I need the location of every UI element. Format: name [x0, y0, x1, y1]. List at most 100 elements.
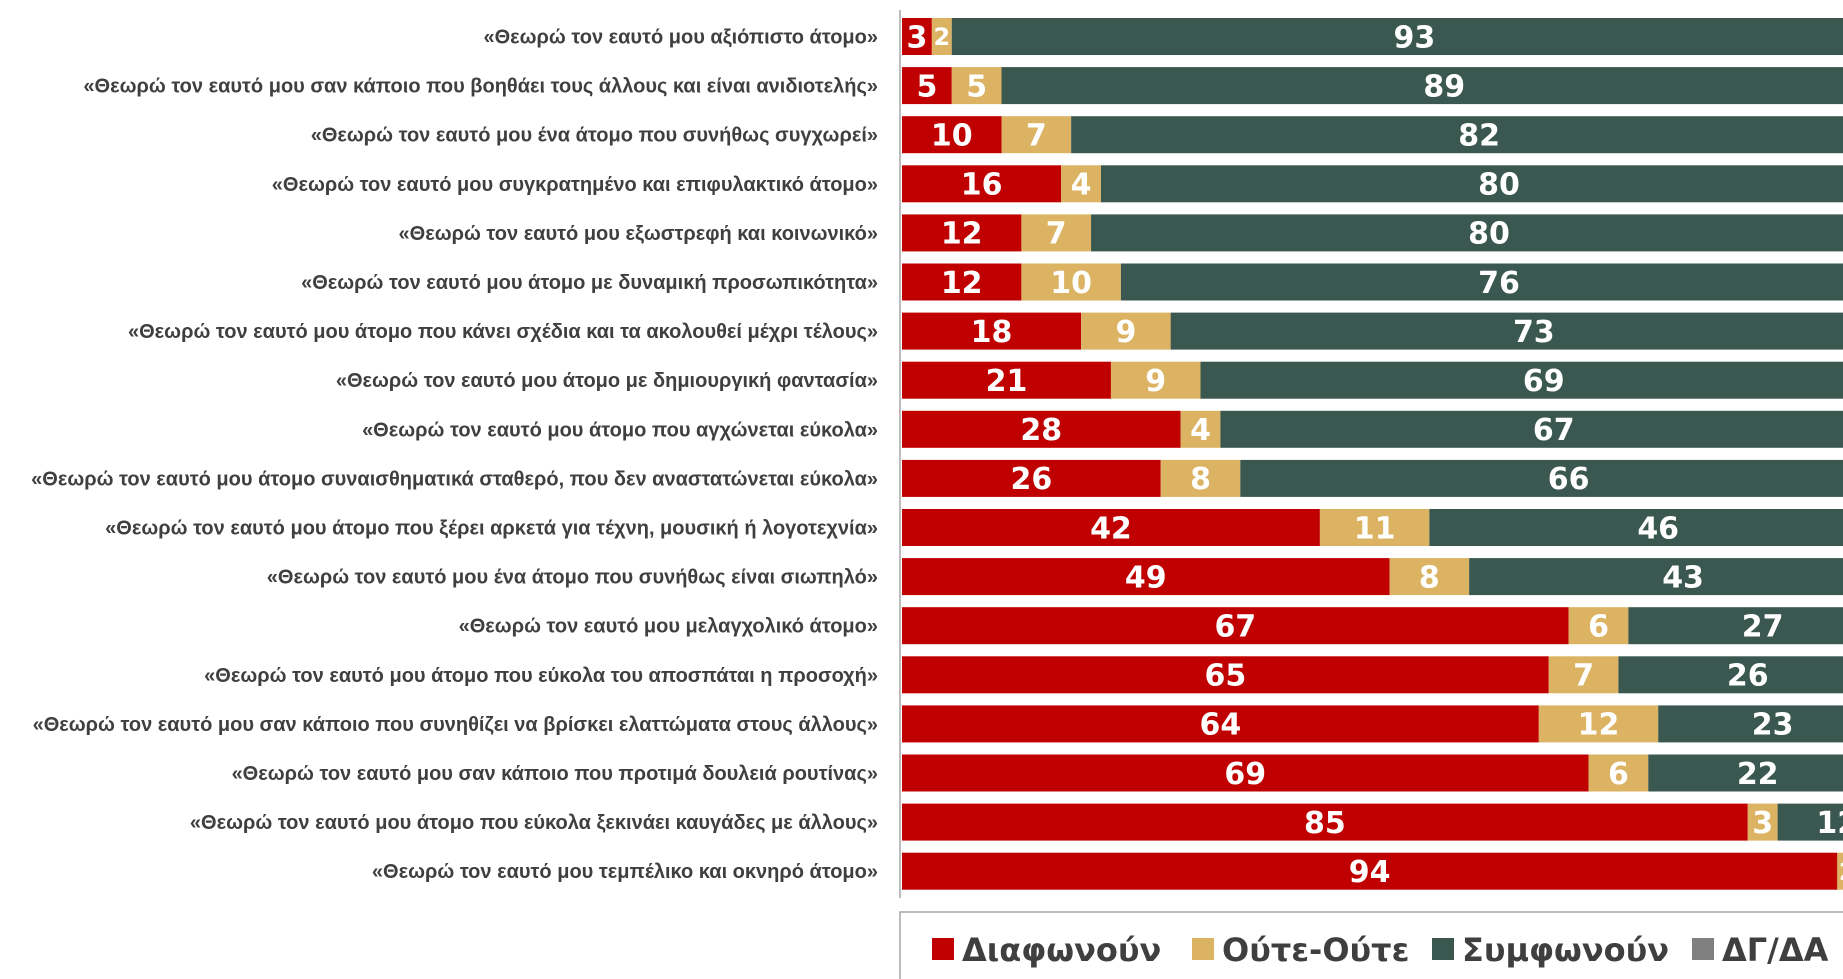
- category-label: «Θεωρώ τον εαυτό μου άτομο με δημιουργικ…: [336, 370, 878, 392]
- data-label: 2: [1839, 858, 1843, 886]
- bar-segment: [902, 656, 1549, 694]
- data-label: 8: [1419, 560, 1440, 595]
- data-label: 89: [1423, 69, 1465, 104]
- legend-label: ΔΓ/ΔΑ: [1722, 931, 1829, 969]
- bar-segment: [1120, 263, 1843, 301]
- data-label: 67: [1533, 413, 1575, 448]
- bar-segment: [902, 361, 1111, 399]
- data-label: 66: [1548, 462, 1590, 497]
- data-label: 7: [1026, 119, 1047, 154]
- bar-segment: [1200, 361, 1843, 399]
- legend-swatch: [1692, 938, 1714, 960]
- category-label: «Θεωρώ τον εαυτό μου άτομο με δυναμική π…: [301, 272, 878, 294]
- category-label: «Θεωρώ τον εαυτό μου εξωστρεφή και κοινω…: [399, 223, 878, 245]
- category-label: «Θεωρώ τον εαυτό μου άτομο συναισθηματικ…: [31, 468, 878, 490]
- category-label: «Θεωρώ τον εαυτό μου ένα άτομο που συνήθ…: [311, 125, 878, 147]
- bar-segment: [931, 18, 952, 55]
- legend-swatch: [1192, 938, 1214, 960]
- bar-segment: [1588, 754, 1649, 792]
- category-label: «Θεωρώ τον εαυτό μου συγκρατημένο και επ…: [272, 174, 878, 196]
- legend-label: Συμφωνούν: [1462, 931, 1669, 969]
- bar-segment: [1658, 705, 1843, 743]
- category-label: «Θεωρώ τον εαυτό μου άτομο που ξέρει αρκ…: [105, 518, 878, 540]
- data-label: 94: [1349, 855, 1391, 890]
- data-label: 28: [1020, 413, 1062, 448]
- bar-segment: [1170, 312, 1843, 350]
- data-label: 93: [1394, 20, 1436, 55]
- bar-segment: [902, 263, 1022, 301]
- category-label: «Θεωρώ τον εαυτό μου τεμπέλικο και οκνηρ…: [372, 861, 878, 883]
- data-label: 4: [1071, 168, 1092, 203]
- data-label: 18: [971, 315, 1013, 350]
- bar-segment: [1618, 656, 1843, 694]
- bar-segment: [1110, 361, 1201, 399]
- data-label: 21: [986, 364, 1028, 399]
- data-label: 67: [1214, 610, 1256, 645]
- data-label: 26: [1010, 462, 1052, 497]
- bar-segment: [1548, 656, 1619, 694]
- bar-segment: [1061, 165, 1101, 203]
- bar-segment: [902, 705, 1539, 743]
- data-label: 64: [1200, 708, 1242, 743]
- bar-segment: [902, 459, 1161, 497]
- bar-segment: [1538, 705, 1659, 743]
- data-label: 8: [1190, 462, 1211, 497]
- data-label: 22: [1737, 757, 1779, 792]
- category-label: «Θεωρώ τον εαυτό μου αξιόπιστο άτομο»: [483, 27, 878, 49]
- bar-segment: [1081, 312, 1171, 350]
- bar-segment: [1628, 607, 1843, 645]
- bar-segment: [951, 67, 1002, 105]
- data-label: 27: [1742, 610, 1784, 645]
- bar-segment: [902, 165, 1062, 203]
- data-label: 12: [941, 217, 983, 252]
- category-label: «Θεωρώ τον εαυτό μου σαν κάποιο που βοηθ…: [83, 76, 878, 98]
- data-label: 80: [1478, 168, 1520, 203]
- bar-segment: [902, 214, 1022, 252]
- bar-segment: [1240, 459, 1843, 497]
- data-label: 12: [1816, 806, 1843, 841]
- data-label: 43: [1662, 560, 1704, 595]
- data-label: 7: [1046, 217, 1067, 252]
- data-label: 23: [1752, 708, 1794, 743]
- data-label: 16: [961, 168, 1003, 203]
- data-label: 6: [1588, 610, 1609, 645]
- bar-segment: [1648, 754, 1843, 792]
- data-label: 69: [1224, 757, 1266, 792]
- data-label: 4: [1190, 413, 1211, 448]
- bar-segment: [902, 116, 1002, 154]
- bar-segment: [1001, 67, 1843, 105]
- data-label: 85: [1304, 806, 1346, 841]
- data-label: 10: [1050, 266, 1092, 301]
- bar-segment: [1101, 165, 1843, 203]
- category-label: «Θεωρώ τον εαυτό μου άτομο που κάνει σχέ…: [128, 321, 878, 343]
- data-label: 65: [1205, 659, 1247, 694]
- category-label: «Θεωρώ τον εαυτό μου άτομο που αγχώνεται…: [362, 419, 878, 441]
- data-label: 76: [1478, 266, 1520, 301]
- data-label: 42: [1090, 511, 1132, 546]
- category-label: «Θεωρώ τον εαυτό μου σαν κάποιο που προτ…: [232, 763, 878, 785]
- data-label: 12: [1578, 708, 1620, 743]
- bar-segment: [1021, 214, 1092, 252]
- bar-segment: [902, 852, 1838, 890]
- bar-segment: [1389, 558, 1470, 596]
- data-label: 82: [1458, 119, 1500, 154]
- legend-swatch: [932, 938, 954, 960]
- bar-segment: [902, 558, 1390, 596]
- data-label: 46: [1637, 511, 1679, 546]
- data-label: 3: [906, 20, 927, 55]
- category-label: «Θεωρώ τον εαυτό μου άτομο που εύκολα το…: [204, 665, 878, 687]
- category-label: «Θεωρώ τον εαυτό μου μελαγχολικό άτομο»: [459, 616, 878, 638]
- legend-swatch: [1432, 938, 1454, 960]
- data-label: 49: [1125, 560, 1167, 595]
- bar-segment: [1429, 509, 1843, 546]
- data-label: 73: [1513, 315, 1555, 350]
- value-labels: 3293255891107821164801127801121076218973…: [906, 20, 1843, 890]
- bar-segment: [902, 67, 952, 105]
- data-label: 12: [941, 266, 983, 301]
- category-label: «Θεωρώ τον εαυτό μου σαν κάποιο που συνη…: [33, 714, 878, 736]
- bar-segment: [1021, 263, 1121, 301]
- bar-segment: [1220, 410, 1843, 448]
- legend-label: Ούτε-Ούτε: [1222, 931, 1409, 969]
- data-label: 2: [933, 23, 950, 51]
